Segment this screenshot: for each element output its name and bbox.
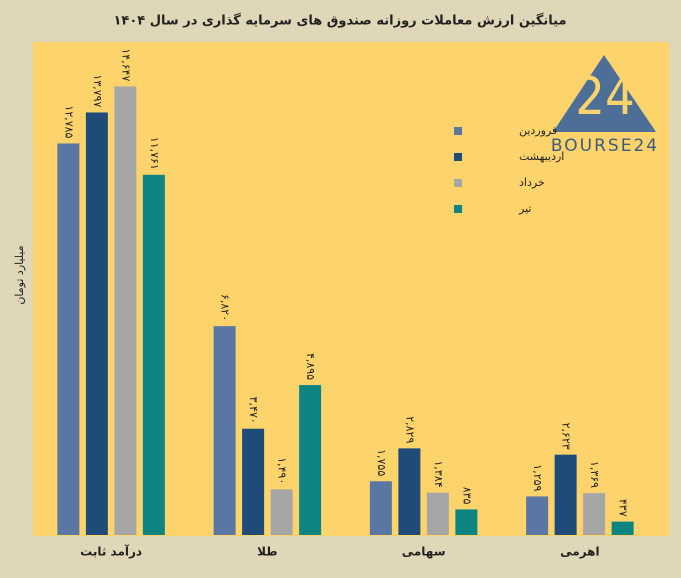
logo-triangle bbox=[553, 55, 656, 132]
chart-title: میانگین ارزش معاملات روزانه صندوق های سر… bbox=[113, 13, 566, 29]
legend-swatch bbox=[454, 205, 462, 213]
legend-swatch bbox=[454, 153, 462, 161]
data-label: ۱,۳۸۴ bbox=[432, 460, 445, 487]
bar bbox=[526, 496, 549, 535]
x-tick-label: سهامی bbox=[402, 545, 446, 559]
legend-label: فروردین bbox=[519, 124, 557, 137]
bar bbox=[398, 448, 421, 535]
data-label: ۲,۶۲۳ bbox=[560, 423, 573, 450]
bar bbox=[142, 174, 165, 535]
bar bbox=[242, 428, 265, 535]
data-label: ۲,۸۲۹ bbox=[403, 416, 416, 443]
data-label: ۳,۴۷۰ bbox=[247, 397, 260, 424]
data-label: ۱,۴۹۰ bbox=[276, 457, 289, 484]
bar bbox=[114, 86, 137, 536]
data-label: ۸۳۵ bbox=[460, 487, 473, 505]
bar bbox=[213, 326, 236, 535]
bar bbox=[583, 493, 606, 535]
bar bbox=[455, 509, 478, 535]
data-label: ۶,۸۲۰ bbox=[219, 294, 232, 321]
bar bbox=[611, 521, 634, 535]
legend-label: تیر bbox=[518, 202, 531, 215]
bar bbox=[270, 489, 293, 535]
logo: 24 BOURSE24 bbox=[551, 55, 659, 156]
data-label: ۱۱,۷۶۱ bbox=[148, 137, 161, 170]
data-label: ۱,۳۶۹ bbox=[588, 461, 601, 488]
data-label: ۴,۸۹۵ bbox=[304, 353, 317, 380]
bar bbox=[299, 385, 322, 535]
legend-swatch bbox=[454, 179, 462, 187]
data-label: ۴۳۷ bbox=[617, 499, 630, 517]
data-label: ۱۳,۷۹۷ bbox=[91, 74, 104, 107]
legend-swatch bbox=[454, 127, 462, 135]
data-label: ۱,۷۵۵ bbox=[375, 449, 388, 476]
bar bbox=[57, 143, 80, 535]
y-axis-label: میلیارد تومان bbox=[13, 245, 26, 304]
x-tick-label: درآمد ثابت bbox=[80, 544, 142, 559]
bar bbox=[554, 454, 577, 535]
data-label: ۱۲,۷۸۵ bbox=[62, 105, 75, 138]
x-tick-label: اهرمی bbox=[560, 545, 599, 559]
bar bbox=[426, 492, 449, 535]
legend-label: اردیبهشت bbox=[519, 150, 564, 163]
bar bbox=[85, 112, 108, 536]
bar bbox=[369, 481, 392, 535]
legend-label: خرداد bbox=[519, 176, 545, 189]
x-tick-label: طلا bbox=[257, 545, 277, 559]
logo-text: BOURSE24 bbox=[551, 136, 659, 156]
data-label: ۱,۲۵۹ bbox=[531, 464, 544, 491]
logo-mark: 24 bbox=[575, 67, 635, 127]
data-label: ۱۴,۶۴۷ bbox=[119, 48, 132, 81]
